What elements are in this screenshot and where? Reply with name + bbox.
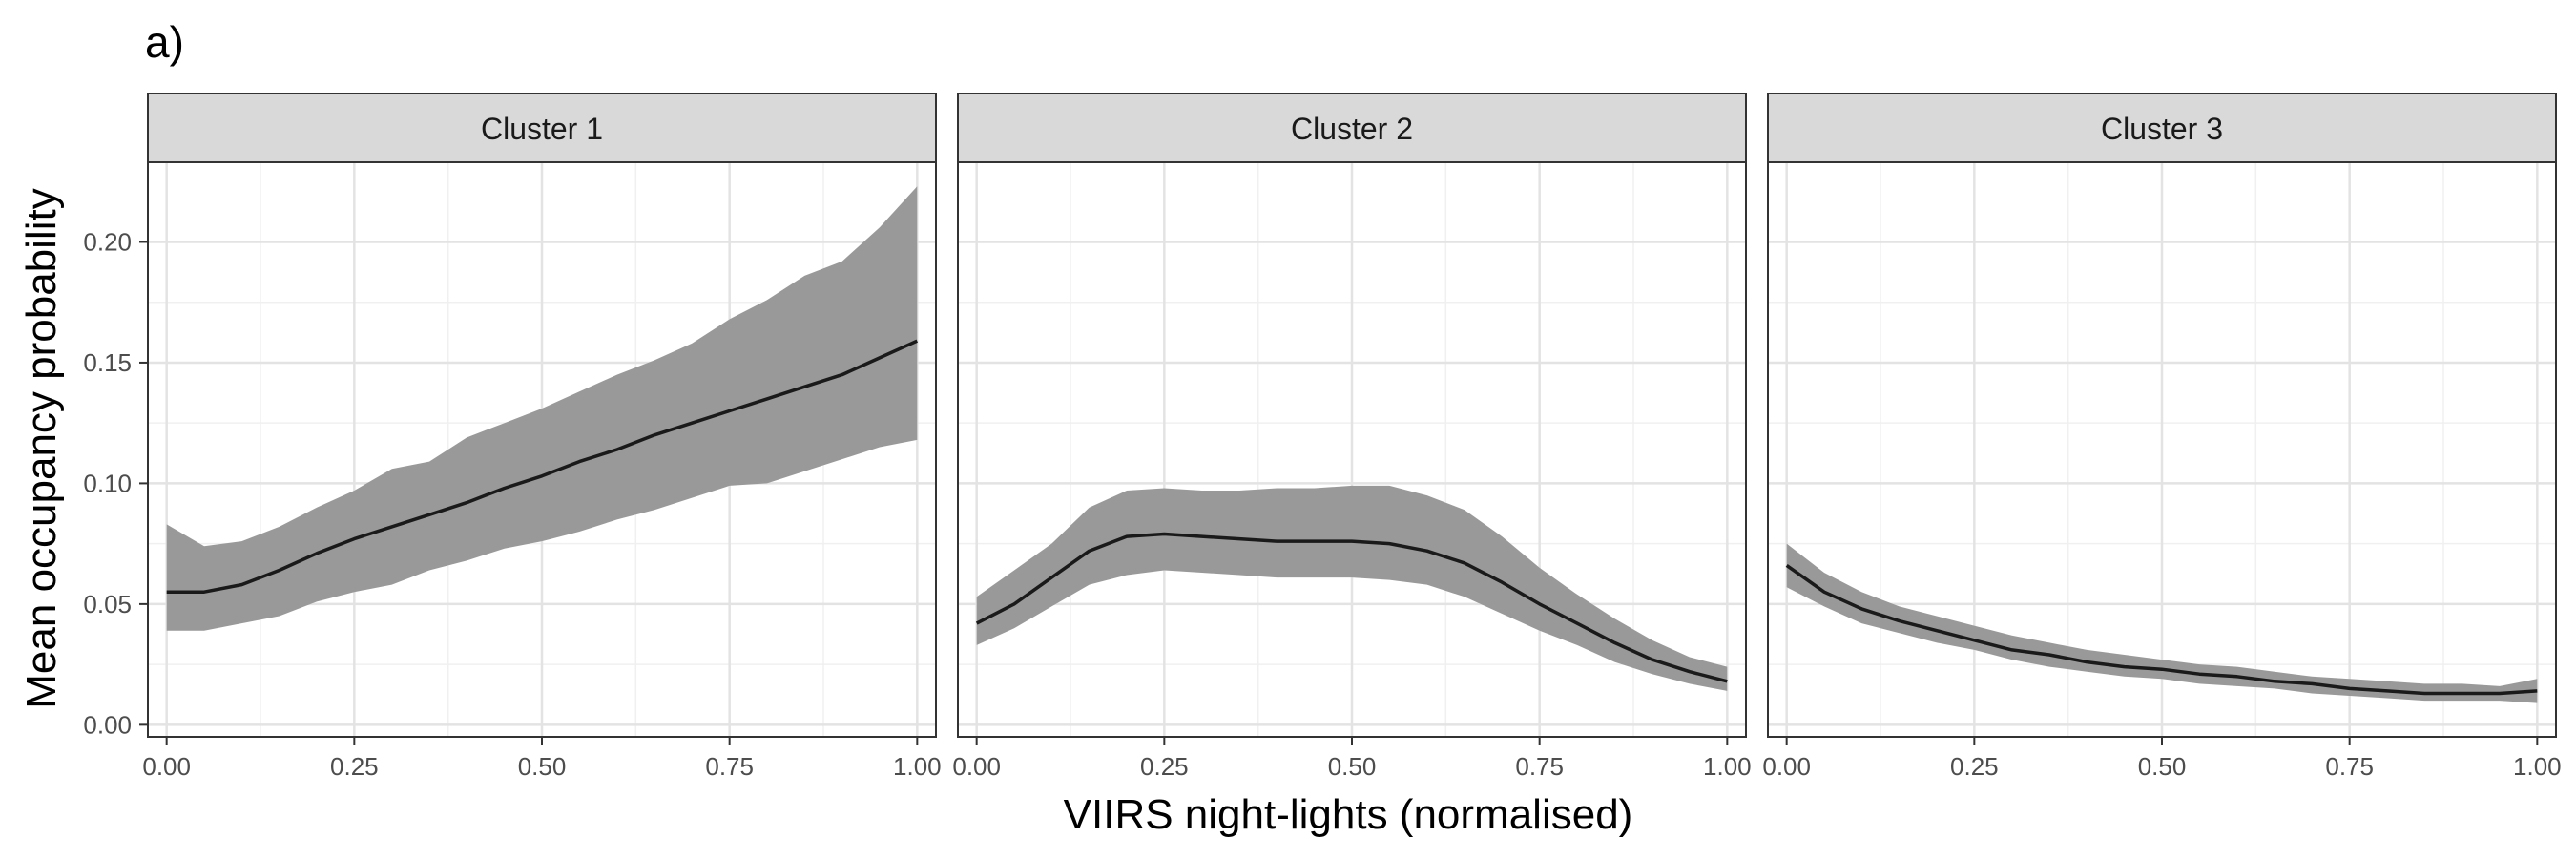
y-axis-title: Mean occupancy probability bbox=[18, 188, 65, 708]
x-tick-label: 0.75 bbox=[2325, 752, 2374, 781]
facet-strip bbox=[147, 93, 937, 163]
facet-strip-label: Cluster 2 bbox=[1291, 112, 1413, 146]
x-tick-label: 1.00 bbox=[1703, 752, 1752, 781]
panel-1: Cluster 1 0.00 0.25 0.50 0.75 1.00 0.00 0.05 0.1… bbox=[83, 93, 942, 781]
x-tick-label: 0.00 bbox=[952, 752, 1001, 781]
y-tick-label: 0.05 bbox=[83, 590, 132, 618]
y-tick-label: 0.15 bbox=[83, 348, 132, 377]
confidence-ribbon bbox=[976, 485, 1728, 691]
x-tick-label: 0.50 bbox=[2138, 752, 2187, 781]
x-tick-label: 0.50 bbox=[518, 752, 567, 781]
mean-line bbox=[1785, 563, 2538, 696]
facet-strip-label: Cluster 1 bbox=[481, 112, 603, 146]
facet-strip bbox=[957, 93, 1747, 163]
confidence-ribbon bbox=[1786, 543, 2538, 703]
x-tick-label: 0.75 bbox=[1515, 752, 1564, 781]
facet-panels: Cluster 1 0.00 0.25 0.50 0.75 1.00 0.00 0.05 0.1… bbox=[83, 93, 2562, 781]
facet-strip-label: Cluster 3 bbox=[2101, 112, 2223, 146]
panel-2: Cluster 2 0.00 0.25 0.50 0.75 1.00 bbox=[952, 93, 1752, 781]
x-tick-label: 0.25 bbox=[1950, 752, 1999, 781]
mean-line bbox=[975, 532, 1728, 683]
x-tick-label: 0.00 bbox=[142, 752, 191, 781]
x-tick-label: 0.00 bbox=[1762, 752, 1811, 781]
panel-tag: a) bbox=[145, 17, 184, 67]
y-tick-label: 0.20 bbox=[83, 227, 132, 256]
x-axis-title: VIIRS night-lights (normalised) bbox=[1064, 791, 1633, 838]
y-tick-label: 0.00 bbox=[83, 710, 132, 739]
panel-3: Cluster 3 0.00 0.25 0.50 0.75 1.00 bbox=[1762, 93, 2562, 781]
facet-strip bbox=[1767, 93, 2557, 163]
x-tick-label: 0.75 bbox=[705, 752, 754, 781]
x-tick-label: 0.25 bbox=[330, 752, 379, 781]
x-tick-label: 0.50 bbox=[1328, 752, 1377, 781]
confidence-ribbon bbox=[166, 186, 918, 631]
y-tick-label: 0.10 bbox=[83, 469, 132, 497]
x-tick-label: 1.00 bbox=[2513, 752, 2562, 781]
x-tick-label: 1.00 bbox=[893, 752, 942, 781]
mean-line bbox=[166, 339, 919, 594]
x-tick-label: 0.25 bbox=[1140, 752, 1189, 781]
